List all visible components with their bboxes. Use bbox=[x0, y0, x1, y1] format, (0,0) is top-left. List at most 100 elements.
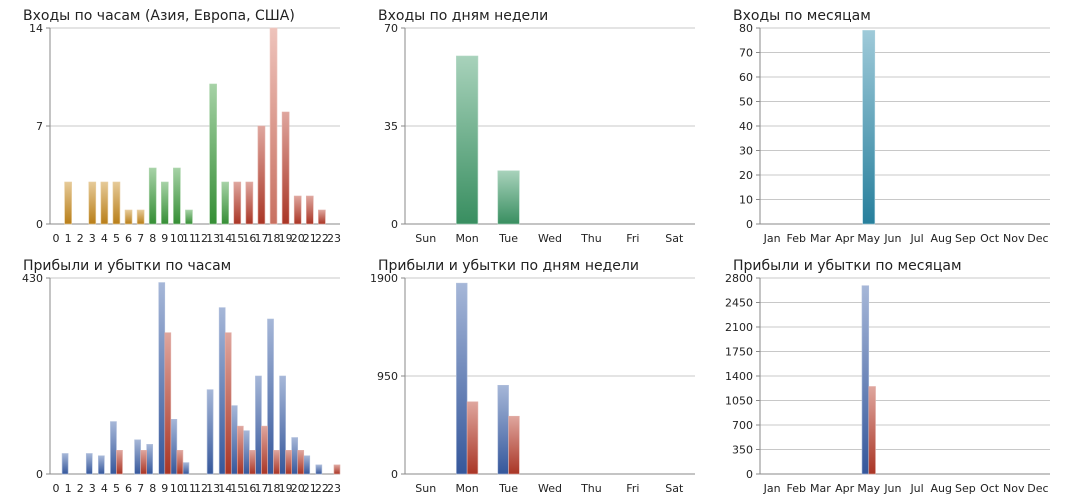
bar bbox=[140, 450, 147, 475]
chart-hourly-logins: Входы по часам (Азия, Европа, США) 0 7 14 0 1… bbox=[20, 4, 350, 250]
bar bbox=[100, 181, 109, 225]
x-tick-label: 22 bbox=[315, 232, 329, 245]
bar bbox=[293, 195, 302, 225]
y-tick-label: 1750 bbox=[725, 346, 753, 359]
x-tick-label: 14 bbox=[218, 482, 232, 495]
y-tick-label: 50 bbox=[739, 96, 753, 109]
y-tick-label: 1900 bbox=[370, 272, 398, 285]
y-tick-label: 0 bbox=[746, 218, 753, 231]
chart-title: Входы по часам (Азия, Европа, США) bbox=[23, 8, 295, 24]
x-tick-label: Aug bbox=[931, 482, 952, 495]
bar bbox=[98, 455, 105, 475]
bar bbox=[466, 401, 479, 475]
bar bbox=[148, 167, 157, 225]
y-tick-label: 35 bbox=[384, 120, 398, 133]
bar bbox=[273, 450, 280, 475]
x-tick-label: Jul bbox=[909, 232, 923, 245]
bar bbox=[285, 450, 292, 475]
x-tick-label: 7 bbox=[137, 482, 144, 495]
bar bbox=[110, 421, 117, 475]
bar bbox=[236, 425, 244, 475]
x-tick-label: Wed bbox=[538, 482, 562, 495]
y-tick-label: 2100 bbox=[725, 321, 753, 334]
x-tick-label: 20 bbox=[291, 482, 305, 495]
bar bbox=[261, 425, 268, 475]
chart-monthly-profit-loss: Прибыли и убытки по месяцам 0 350 700 1050 14… bbox=[725, 254, 1060, 500]
y-tick-label: 80 bbox=[739, 22, 753, 35]
bar bbox=[318, 209, 326, 225]
x-tick-label: Tue bbox=[498, 232, 518, 245]
x-tick-label: 15 bbox=[230, 232, 244, 245]
bar bbox=[176, 450, 184, 475]
chart-title: Прибыли и убытки по дням недели bbox=[378, 258, 639, 274]
x-tick-label: 11 bbox=[182, 232, 196, 245]
x-tick-label: 12 bbox=[194, 482, 208, 495]
bar bbox=[185, 209, 193, 225]
x-tick-label: Jul bbox=[909, 482, 923, 495]
bar bbox=[224, 332, 232, 475]
y-tick-label: 2450 bbox=[725, 297, 753, 310]
y-tick-label: 0 bbox=[36, 218, 43, 231]
x-tick-label: 0 bbox=[53, 232, 60, 245]
x-tick-label: 10 bbox=[170, 482, 184, 495]
x-tick-label: Feb bbox=[787, 232, 806, 245]
x-tick-label: 14 bbox=[218, 232, 232, 245]
x-tick-label: Apr bbox=[835, 482, 855, 495]
x-tick-label: 9 bbox=[161, 232, 168, 245]
x-tick-label: Jun bbox=[883, 482, 901, 495]
chart-title: Прибыли и убытки по месяцам bbox=[733, 258, 962, 274]
x-tick-label: 13 bbox=[206, 482, 220, 495]
y-tick-label: 70 bbox=[739, 47, 753, 60]
x-tick-label: 7 bbox=[137, 232, 144, 245]
bar bbox=[861, 285, 870, 475]
bar bbox=[64, 181, 72, 225]
x-tick-label: 21 bbox=[303, 232, 317, 245]
x-tick-label: Thu bbox=[580, 232, 602, 245]
x-tick-label: Sat bbox=[665, 232, 684, 245]
bar bbox=[218, 307, 226, 475]
x-tick-label: May bbox=[857, 482, 880, 495]
bar bbox=[136, 209, 145, 225]
bar bbox=[164, 332, 172, 475]
x-tick-label: Sat bbox=[665, 482, 684, 495]
x-tick-label: Sun bbox=[415, 232, 436, 245]
x-tick-label: Fri bbox=[626, 232, 639, 245]
x-tick-label: 22 bbox=[315, 482, 329, 495]
x-tick-label: 5 bbox=[113, 232, 120, 245]
x-tick-label: Feb bbox=[787, 482, 806, 495]
bar bbox=[245, 181, 254, 225]
bar bbox=[456, 55, 479, 225]
x-tick-label: 2 bbox=[77, 232, 84, 245]
x-tick-label: 3 bbox=[89, 232, 96, 245]
y-tick-label: 70 bbox=[384, 22, 398, 35]
x-tick-label: 19 bbox=[279, 482, 293, 495]
bar bbox=[333, 464, 341, 475]
x-tick-label: 21 bbox=[303, 482, 317, 495]
bar bbox=[124, 209, 133, 225]
x-tick-label: 12 bbox=[194, 232, 208, 245]
bar bbox=[269, 27, 278, 225]
chart-svg: Входы по месяцам 0 10 20 30 40 50 60 70 80 Jan Feb M… bbox=[733, 8, 1050, 245]
y-tick-label: 0 bbox=[391, 468, 398, 481]
x-tick-label: May bbox=[857, 232, 880, 245]
bar bbox=[206, 389, 214, 475]
chart-title: Входы по дням недели bbox=[378, 8, 548, 24]
y-tick-label: 950 bbox=[377, 370, 398, 383]
bar bbox=[255, 375, 262, 475]
bar bbox=[61, 453, 69, 475]
bar bbox=[315, 464, 323, 475]
x-tick-label: Jan bbox=[763, 482, 781, 495]
bar bbox=[868, 386, 876, 475]
bar bbox=[173, 167, 181, 225]
x-tick-label: 1 bbox=[65, 232, 72, 245]
bar bbox=[497, 384, 509, 475]
x-tick-label: Jan bbox=[763, 232, 781, 245]
x-tick-label: 13 bbox=[206, 232, 220, 245]
chart-svg: Входы по дням недели 0 35 70 Sun Mon Tue Wed Thu… bbox=[378, 8, 695, 245]
x-tick-label: 8 bbox=[149, 232, 156, 245]
bar bbox=[112, 181, 121, 225]
x-tick-label: Oct bbox=[980, 482, 1000, 495]
bar bbox=[146, 444, 154, 475]
y-tick-label: 350 bbox=[732, 444, 753, 457]
